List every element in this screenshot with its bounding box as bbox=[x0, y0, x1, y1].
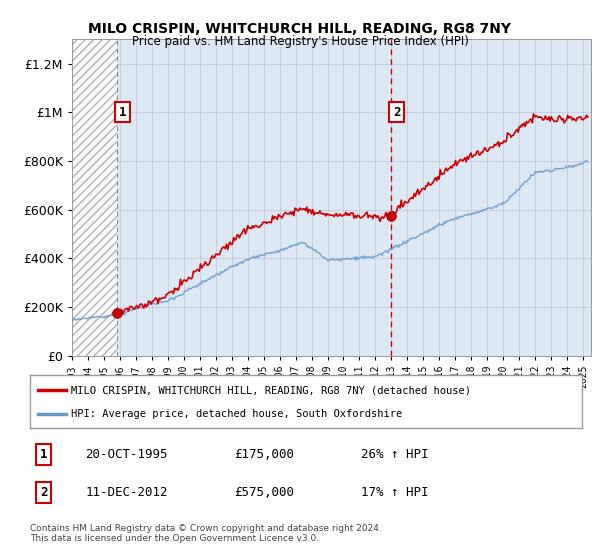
Text: 1: 1 bbox=[40, 448, 47, 461]
Text: £175,000: £175,000 bbox=[234, 448, 294, 461]
Bar bbox=[72, 39, 117, 356]
Text: 1: 1 bbox=[119, 106, 127, 119]
Text: 17% ↑ HPI: 17% ↑ HPI bbox=[361, 486, 428, 499]
Text: Price paid vs. HM Land Registry's House Price Index (HPI): Price paid vs. HM Land Registry's House … bbox=[131, 35, 469, 48]
Text: 2: 2 bbox=[40, 486, 47, 499]
Text: 11-DEC-2012: 11-DEC-2012 bbox=[85, 486, 168, 499]
Text: 20-OCT-1995: 20-OCT-1995 bbox=[85, 448, 168, 461]
Text: MILO CRISPIN, WHITCHURCH HILL, READING, RG8 7NY (detached house): MILO CRISPIN, WHITCHURCH HILL, READING, … bbox=[71, 385, 472, 395]
Text: 2: 2 bbox=[393, 106, 400, 119]
Text: MILO CRISPIN, WHITCHURCH HILL, READING, RG8 7NY: MILO CRISPIN, WHITCHURCH HILL, READING, … bbox=[89, 22, 511, 36]
Text: 26% ↑ HPI: 26% ↑ HPI bbox=[361, 448, 428, 461]
Text: HPI: Average price, detached house, South Oxfordshire: HPI: Average price, detached house, Sout… bbox=[71, 408, 403, 418]
Text: £575,000: £575,000 bbox=[234, 486, 294, 499]
Text: Contains HM Land Registry data © Crown copyright and database right 2024.
This d: Contains HM Land Registry data © Crown c… bbox=[30, 524, 382, 543]
